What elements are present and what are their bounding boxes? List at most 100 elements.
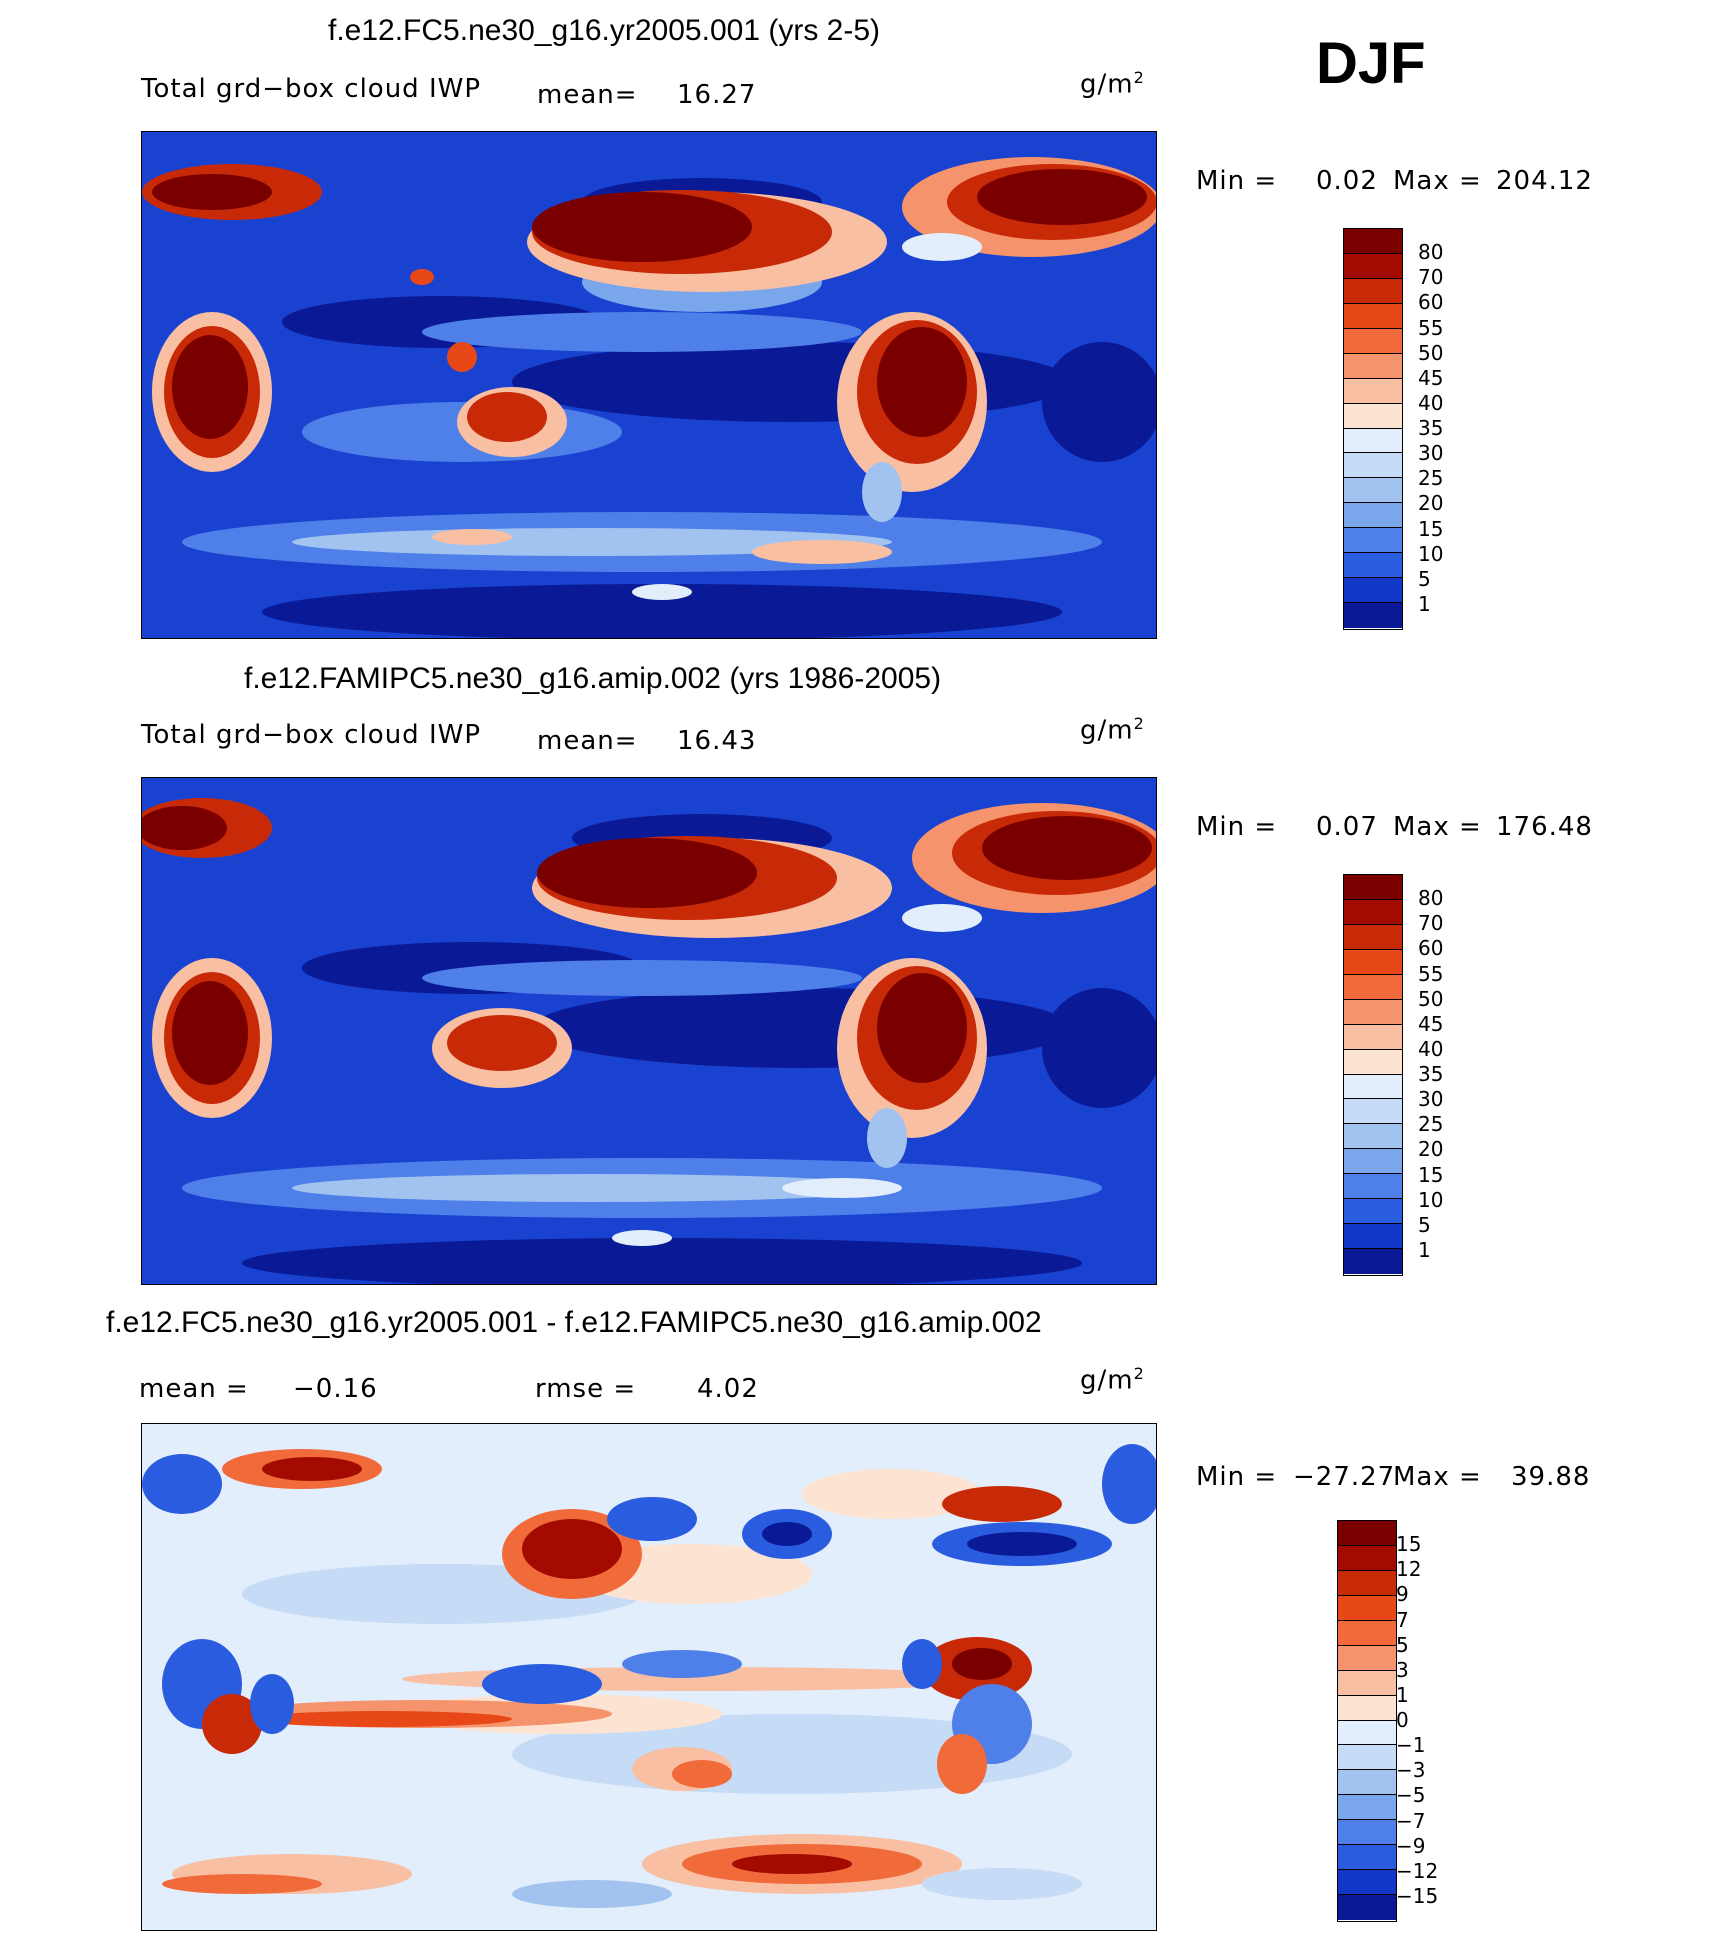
colorbar-label: 5 xyxy=(1418,1212,1431,1237)
colorbar-swatch xyxy=(1338,1870,1396,1896)
colorbar-swatch xyxy=(1338,1595,1396,1621)
colorbar-label: −3 xyxy=(1396,1758,1426,1783)
panel1-variable: Total grd−box cloud IWP xyxy=(141,74,482,104)
colorbar-swatch xyxy=(1344,229,1402,254)
colorbar-label: −5 xyxy=(1396,1783,1426,1808)
colorbar-label: 1 xyxy=(1418,591,1431,616)
panel2-colorbar xyxy=(1343,874,1403,1276)
colorbar-swatch xyxy=(1344,353,1402,379)
colorbar-label: 15 xyxy=(1396,1532,1422,1557)
colorbar-swatch xyxy=(1344,899,1402,925)
colorbar-label: 3 xyxy=(1396,1657,1409,1682)
colorbar-swatch xyxy=(1344,875,1402,900)
colorbar-label: 50 xyxy=(1418,986,1444,1011)
colorbar-label: 40 xyxy=(1418,1036,1444,1061)
panel3-max-label: Max = xyxy=(1393,1462,1482,1492)
panel2-max-label: Max = xyxy=(1393,812,1482,842)
colorbar-label: 25 xyxy=(1418,466,1444,491)
colorbar-label: 55 xyxy=(1418,961,1444,986)
colorbar-swatch xyxy=(1338,1695,1396,1721)
colorbar-label: 45 xyxy=(1418,365,1444,390)
panel2-mean-label: mean= xyxy=(537,726,638,756)
colorbar-swatch xyxy=(1344,924,1402,950)
colorbar-swatch xyxy=(1344,999,1402,1025)
colorbar-label: 40 xyxy=(1418,390,1444,415)
colorbar-label: 20 xyxy=(1418,1137,1444,1162)
colorbar-swatch xyxy=(1344,328,1402,354)
panel3-map xyxy=(141,1423,1157,1931)
colorbar-label: 25 xyxy=(1418,1112,1444,1137)
colorbar-label: 12 xyxy=(1396,1557,1422,1582)
colorbar-swatch xyxy=(1338,1670,1396,1696)
panel2-variable: Total grd−box cloud IWP xyxy=(141,720,482,750)
colorbar-swatch xyxy=(1344,1249,1402,1274)
colorbar-swatch xyxy=(1338,1545,1396,1571)
colorbar-swatch xyxy=(1344,478,1402,504)
colorbar-label: 30 xyxy=(1418,441,1444,466)
colorbar-label: 50 xyxy=(1418,340,1444,365)
panel2-units: g/m2 xyxy=(1080,714,1145,746)
colorbar-swatch xyxy=(1344,403,1402,429)
panel3-rmse-value: 4.02 xyxy=(697,1374,759,1404)
colorbar-swatch xyxy=(1338,1895,1396,1920)
colorbar-swatch xyxy=(1344,1224,1402,1250)
colorbar-label: 35 xyxy=(1418,1062,1444,1086)
colorbar-label: 80 xyxy=(1418,240,1444,265)
colorbar-label: 5 xyxy=(1418,566,1431,591)
panel2-map xyxy=(141,777,1157,1285)
colorbar-label: 5 xyxy=(1396,1632,1409,1657)
panel3-colorbar xyxy=(1337,1520,1397,1922)
colorbar-swatch xyxy=(1344,453,1402,479)
colorbar-label: 15 xyxy=(1418,516,1444,541)
colorbar-label: 55 xyxy=(1418,315,1444,340)
colorbar-swatch xyxy=(1344,1074,1402,1100)
colorbar-swatch xyxy=(1338,1820,1396,1846)
colorbar-swatch xyxy=(1344,1099,1402,1125)
panel2-max-value: 176.48 xyxy=(1496,812,1593,842)
panel1-min-label: Min = xyxy=(1196,166,1278,196)
colorbar-swatch xyxy=(1344,578,1402,604)
panel2-field xyxy=(142,778,1156,1284)
colorbar-label: 0 xyxy=(1396,1708,1409,1732)
colorbar-label: 70 xyxy=(1418,265,1444,290)
colorbar-label: 35 xyxy=(1418,416,1444,440)
colorbar-swatch xyxy=(1338,1795,1396,1821)
panel3-mean-label: mean = xyxy=(139,1374,249,1404)
colorbar-swatch xyxy=(1344,303,1402,329)
colorbar-label: −9 xyxy=(1396,1833,1426,1858)
colorbar-label: 7 xyxy=(1396,1607,1409,1632)
colorbar-label: 20 xyxy=(1418,491,1444,516)
panel3-max-value: 39.88 xyxy=(1511,1462,1591,1492)
colorbar-swatch xyxy=(1338,1570,1396,1596)
colorbar-label: 10 xyxy=(1418,541,1444,566)
panel1-max-label: Max = xyxy=(1393,166,1482,196)
panel1-mean-value: 16.27 xyxy=(677,80,757,110)
colorbar-label: 30 xyxy=(1418,1087,1444,1112)
panel1-units: g/m2 xyxy=(1080,68,1145,100)
colorbar-swatch xyxy=(1344,974,1402,1000)
colorbar-swatch xyxy=(1338,1645,1396,1671)
colorbar-swatch xyxy=(1338,1845,1396,1871)
colorbar-label: −1 xyxy=(1396,1733,1426,1758)
colorbar-swatch xyxy=(1344,553,1402,579)
colorbar-label: 10 xyxy=(1418,1187,1444,1212)
colorbar-label: 45 xyxy=(1418,1011,1444,1036)
colorbar-swatch xyxy=(1344,503,1402,529)
panel3-min-value: −27.27 xyxy=(1293,1462,1396,1492)
colorbar-label: 60 xyxy=(1418,290,1444,315)
colorbar-swatch xyxy=(1344,1199,1402,1225)
colorbar-swatch xyxy=(1344,603,1402,628)
colorbar-swatch xyxy=(1344,253,1402,279)
panel3-min-label: Min = xyxy=(1196,1462,1278,1492)
season-label: DJF xyxy=(1316,31,1426,96)
colorbar-label: 1 xyxy=(1418,1237,1431,1262)
panel2-mean-value: 16.43 xyxy=(677,726,757,756)
panel1-colorbar xyxy=(1343,228,1403,630)
panel3-mean-value: −0.16 xyxy=(293,1374,378,1404)
panel1-title: f.e12.FC5.ne30_g16.yr2005.001 (yrs 2-5) xyxy=(328,14,880,47)
colorbar-swatch xyxy=(1344,1024,1402,1050)
colorbar-swatch xyxy=(1344,1149,1402,1175)
colorbar-swatch xyxy=(1344,1124,1402,1150)
colorbar-swatch xyxy=(1344,949,1402,975)
colorbar-swatch xyxy=(1344,378,1402,404)
